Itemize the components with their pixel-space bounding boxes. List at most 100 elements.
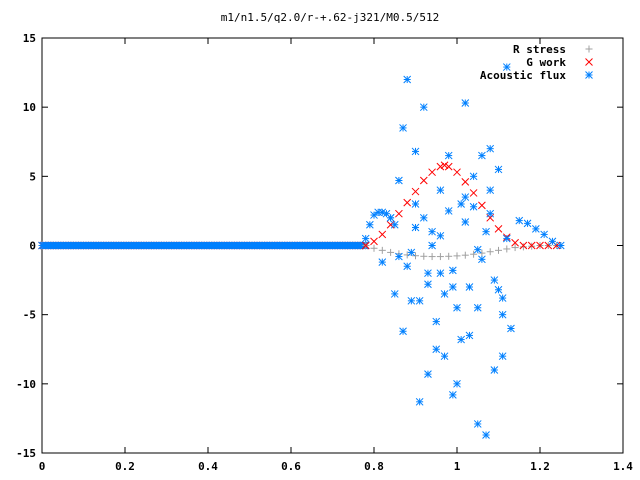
acoustic-flux-point: [478, 151, 486, 160]
acoustic-flux-point: [444, 151, 453, 160]
acoustic-flux-point: [453, 379, 461, 388]
y-tick-label: 0: [29, 240, 36, 253]
acoustic-flux-point: [432, 345, 441, 354]
r-stress-point: [511, 244, 519, 252]
chart-title: m1/n1.5/q2.0/r-+.62-j321/M0.5/512: [221, 11, 440, 24]
acoustic-flux-flat-segment: [38, 241, 370, 250]
r-stress-point: [428, 253, 436, 261]
y-tick-label: 10: [23, 101, 36, 114]
acoustic-flux-point: [419, 213, 428, 222]
g-work-point: [440, 161, 449, 170]
acoustic-flux-point: [399, 124, 407, 132]
y-tick-label: -10: [16, 378, 36, 391]
acoustic-flux-point: [403, 75, 412, 84]
r-stress-point: [478, 249, 486, 257]
acoustic-flux-point: [428, 241, 436, 250]
acoustic-flux-point: [473, 303, 482, 312]
acoustic-flux-point: [473, 420, 482, 428]
acoustic-flux-point: [395, 252, 403, 261]
acoustic-flux-point: [457, 335, 466, 344]
legend-marker-acoustic-flux: [585, 71, 593, 79]
g-work-point: [511, 238, 519, 247]
acoustic-flux-point: [482, 227, 490, 236]
x-axis-ticks: 0 0.2 0.4 0.6 0.8 1 1.2 1.4: [39, 38, 633, 473]
r-stress-point: [519, 243, 527, 251]
r-stress-point: [436, 253, 444, 261]
acoustic-flux-point: [469, 172, 478, 181]
r-stress-point: [503, 245, 511, 253]
acoustic-flux-point: [395, 176, 403, 185]
g-work-point: [378, 230, 387, 239]
g-work-point: [419, 176, 428, 185]
acoustic-flux-point: [498, 352, 507, 361]
acoustic-flux-point: [531, 225, 540, 233]
acoustic-flux-point: [436, 231, 445, 240]
g-work-point: [494, 225, 503, 233]
r-stress-point: [495, 246, 502, 254]
acoustic-flux-series: [361, 63, 565, 439]
acoustic-flux-point: [432, 317, 441, 326]
acoustic-flux-point: [428, 227, 436, 236]
acoustic-flux-point: [419, 103, 428, 112]
x-tick-label: 0: [39, 460, 46, 473]
x-tick-label: 0.8: [364, 460, 384, 473]
legend-label: G work: [526, 56, 566, 69]
acoustic-flux-point: [444, 207, 453, 215]
acoustic-flux-point: [465, 331, 474, 340]
r-stress-series: [362, 242, 565, 261]
acoustic-flux-point: [465, 283, 474, 291]
g-work-point: [370, 237, 378, 246]
acoustic-flux-point: [436, 269, 445, 278]
y-tick-label: 15: [23, 32, 36, 45]
acoustic-flux-point: [378, 258, 387, 266]
g-work-point: [527, 241, 536, 250]
r-stress-point: [445, 252, 453, 260]
legend-label: Acoustic flux: [480, 69, 566, 82]
acoustic-flux-point: [415, 397, 424, 406]
g-work-series: [361, 161, 561, 250]
acoustic-flux-point: [407, 248, 416, 257]
acoustic-flux-point: [461, 99, 470, 107]
acoustic-flux-point: [556, 241, 565, 250]
acoustic-flux-point: [478, 255, 486, 264]
acoustic-flux-point: [448, 391, 457, 399]
acoustic-flux-point: [540, 230, 549, 239]
acoustic-flux-point: [461, 218, 470, 226]
acoustic-flux-point: [523, 219, 532, 228]
r-stress-point: [370, 244, 378, 252]
g-work-point: [519, 241, 528, 250]
r-stress-point: [412, 252, 419, 260]
x-tick-label: 0.6: [281, 460, 301, 473]
acoustic-flux-point: [424, 370, 432, 379]
x-tick-label: 1: [454, 460, 461, 473]
x-tick-label: 1.4: [613, 460, 633, 473]
acoustic-flux-point: [424, 280, 432, 289]
acoustic-flux-point: [403, 262, 412, 271]
acoustic-flux-point: [515, 216, 524, 225]
acoustic-flux-point: [411, 147, 420, 156]
x-tick-label: 1.2: [530, 460, 550, 473]
acoustic-flux-point: [448, 266, 457, 275]
g-work-point: [411, 187, 420, 196]
acoustic-flux-point: [548, 237, 557, 246]
acoustic-flux-point: [365, 220, 374, 229]
legend-marker-g-work: [585, 58, 593, 66]
acoustic-flux-point: [453, 303, 461, 312]
r-stress-point: [420, 252, 428, 260]
r-stress-point: [461, 251, 469, 259]
acoustic-flux-point: [415, 296, 424, 305]
acoustic-flux-point: [490, 276, 499, 284]
acoustic-flux-point: [473, 245, 482, 254]
g-work-point: [428, 168, 436, 177]
g-work-point: [461, 178, 470, 186]
legend-marker-r-stress: [585, 45, 593, 53]
acoustic-flux-point: [361, 234, 370, 243]
acoustic-flux-point: [411, 223, 420, 232]
g-work-point: [453, 168, 461, 177]
acoustic-flux-point: [490, 366, 499, 374]
acoustic-flux-point: [494, 165, 503, 174]
g-work-point: [436, 162, 445, 171]
acoustic-flux-point: [390, 220, 399, 229]
g-work-point: [395, 209, 403, 218]
